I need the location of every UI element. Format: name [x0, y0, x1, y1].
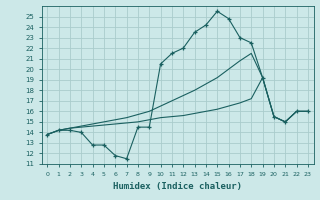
X-axis label: Humidex (Indice chaleur): Humidex (Indice chaleur): [113, 182, 242, 191]
